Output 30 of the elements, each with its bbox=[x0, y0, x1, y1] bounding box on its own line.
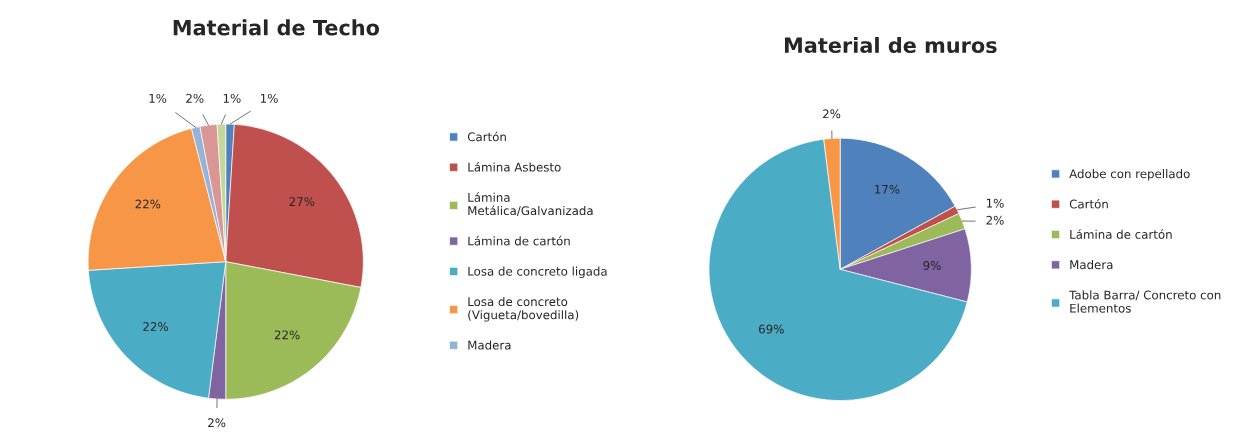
data-label: 1% bbox=[149, 93, 167, 103]
legend-label: Lámina de cartón bbox=[468, 235, 570, 246]
legend-label: Lámina de cartón bbox=[1070, 229, 1172, 239]
data-label: 27% bbox=[289, 197, 315, 207]
data-label: 2% bbox=[186, 93, 204, 103]
data-label: 22% bbox=[143, 322, 168, 332]
data-label: 1% bbox=[986, 198, 1004, 208]
pie-slice bbox=[708, 138, 968, 401]
legend-label: Madera bbox=[1070, 259, 1113, 270]
data-label: 1% bbox=[260, 93, 278, 103]
legend-label: Lámina Asbesto bbox=[468, 161, 561, 172]
data-label: 17% bbox=[875, 184, 900, 194]
data-label: 2% bbox=[823, 109, 841, 119]
legend-label: Lámina Metálica/Galvanizada bbox=[468, 192, 593, 217]
legend-label: Losa de concreto (Vigueta/bovedilla) bbox=[468, 296, 579, 322]
data-label: 22% bbox=[135, 199, 161, 209]
legend-label: Madera bbox=[468, 340, 511, 350]
legend-label: Losa de concreto ligada bbox=[468, 266, 607, 279]
legend-label: Tabla Barra/ Concreto con Elementos bbox=[1069, 290, 1221, 313]
data-label: 2% bbox=[986, 215, 1004, 225]
data-label: 1% bbox=[223, 93, 241, 103]
data-label: 9% bbox=[923, 260, 941, 270]
legend-label: Adobe con repellado bbox=[1069, 169, 1190, 181]
legend-label: Cartón bbox=[1069, 198, 1108, 209]
data-label: 22% bbox=[274, 330, 300, 340]
data-label: 2% bbox=[208, 418, 226, 428]
chart-title: Material de Techo bbox=[173, 19, 380, 36]
legend-label: Cartón bbox=[467, 131, 506, 142]
data-label: 69% bbox=[758, 324, 784, 334]
chart-title: Material de muros bbox=[784, 36, 997, 54]
